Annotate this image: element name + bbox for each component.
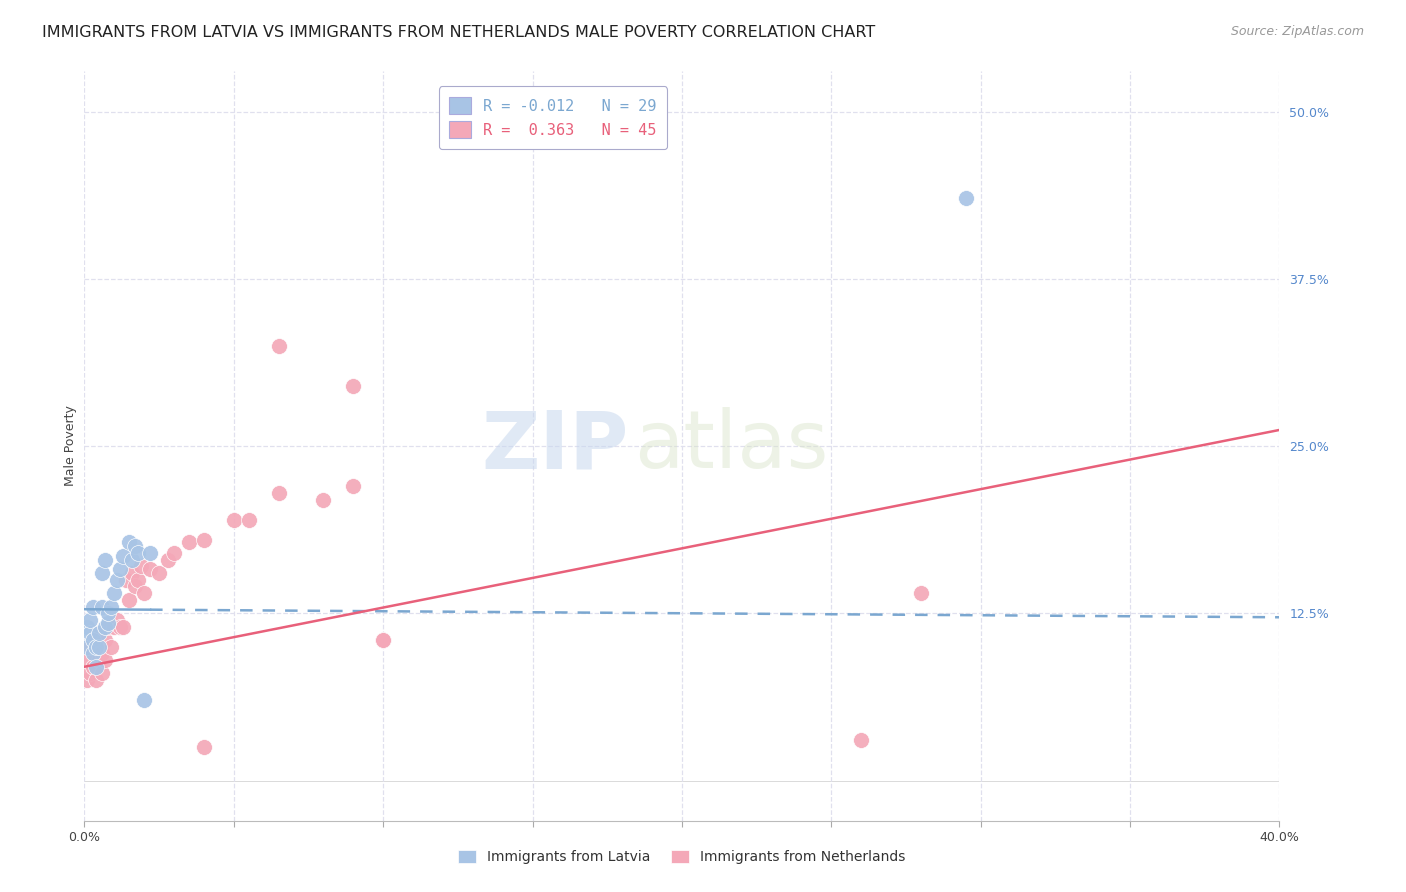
Point xyxy=(110,620,132,634)
Point xyxy=(342,479,364,493)
Point xyxy=(89,653,111,667)
Point xyxy=(851,733,873,747)
Point xyxy=(89,640,111,654)
Legend: Immigrants from Latvia, Immigrants from Netherlands: Immigrants from Latvia, Immigrants from … xyxy=(453,845,911,870)
Point xyxy=(82,599,104,614)
Point xyxy=(76,673,98,688)
Point xyxy=(139,562,162,576)
Y-axis label: Male Poverty: Male Poverty xyxy=(65,406,77,486)
Point xyxy=(105,573,128,587)
Point xyxy=(222,512,245,526)
Point xyxy=(373,633,395,648)
Point xyxy=(105,613,128,627)
Point xyxy=(110,562,132,576)
Point xyxy=(121,552,143,567)
Point xyxy=(139,546,162,560)
Point xyxy=(79,626,101,640)
Point xyxy=(91,599,114,614)
Point xyxy=(193,533,215,547)
Point xyxy=(955,192,977,206)
Point xyxy=(76,640,98,654)
Text: atlas: atlas xyxy=(634,407,828,485)
Point xyxy=(91,566,114,581)
Point xyxy=(157,552,180,567)
Point xyxy=(97,607,120,621)
Point xyxy=(94,620,117,634)
Point xyxy=(148,566,170,581)
Point xyxy=(86,660,108,674)
Point xyxy=(238,512,260,526)
Point xyxy=(193,740,215,755)
Point xyxy=(118,593,141,607)
Point xyxy=(129,559,152,574)
Point xyxy=(121,566,143,581)
Point xyxy=(100,599,122,614)
Text: IMMIGRANTS FROM LATVIA VS IMMIGRANTS FROM NETHERLANDS MALE POVERTY CORRELATION C: IMMIGRANTS FROM LATVIA VS IMMIGRANTS FRO… xyxy=(42,25,876,40)
Point xyxy=(910,586,932,600)
Point xyxy=(97,615,120,630)
Point xyxy=(94,653,117,667)
Point xyxy=(76,620,98,634)
Point xyxy=(267,485,290,500)
Point xyxy=(342,379,364,393)
Point xyxy=(100,640,122,654)
Point xyxy=(86,640,108,654)
Point xyxy=(82,633,104,648)
Point xyxy=(112,549,135,563)
Point xyxy=(79,613,101,627)
Point xyxy=(86,640,108,654)
Point xyxy=(91,666,114,681)
Point xyxy=(94,633,117,648)
Point xyxy=(82,633,104,648)
Point xyxy=(132,693,156,707)
Point xyxy=(91,646,114,660)
Point xyxy=(127,573,149,587)
Point xyxy=(267,339,290,353)
Point xyxy=(112,620,135,634)
Point xyxy=(103,620,125,634)
Text: ZIP: ZIP xyxy=(481,407,628,485)
Point xyxy=(163,546,186,560)
Point xyxy=(79,640,101,654)
Point xyxy=(79,666,101,681)
Point xyxy=(82,646,104,660)
Point xyxy=(94,552,117,567)
Point xyxy=(82,660,104,674)
Text: Source: ZipAtlas.com: Source: ZipAtlas.com xyxy=(1230,25,1364,38)
Point xyxy=(89,626,111,640)
Point xyxy=(124,539,146,553)
Point xyxy=(177,535,200,549)
Point xyxy=(124,580,146,594)
Point xyxy=(373,633,395,648)
Point xyxy=(76,653,98,667)
Point xyxy=(115,573,138,587)
Point xyxy=(89,626,111,640)
Point xyxy=(127,546,149,560)
Point xyxy=(97,620,120,634)
Point xyxy=(118,535,141,549)
Point xyxy=(132,586,156,600)
Point xyxy=(103,586,125,600)
Point xyxy=(86,673,108,688)
Point xyxy=(312,492,335,507)
